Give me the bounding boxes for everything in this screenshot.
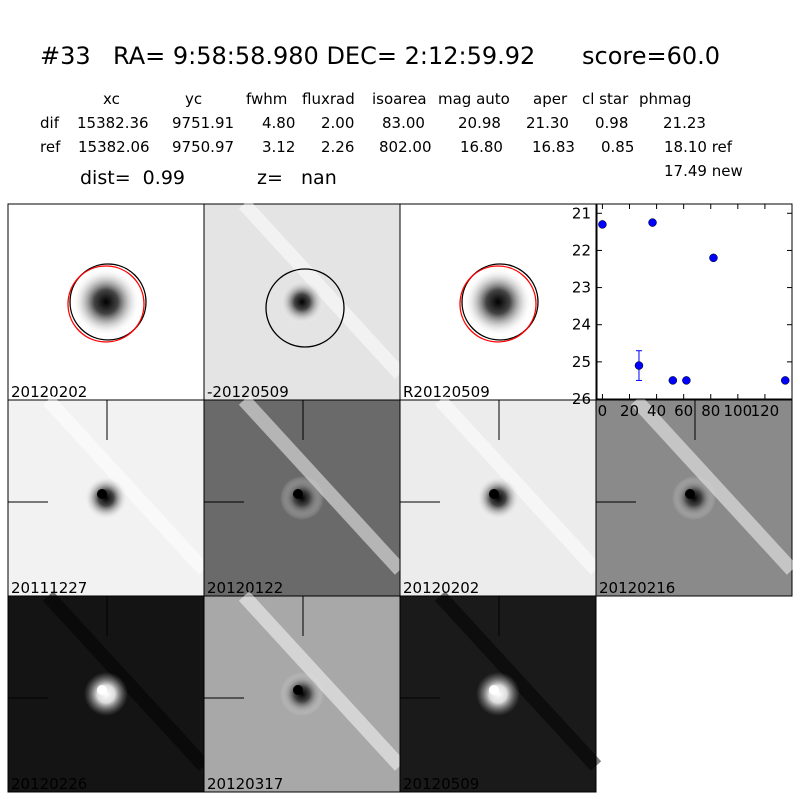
source-core <box>489 489 499 499</box>
table-cell: 2.00 <box>321 114 354 132</box>
diffraction-streak <box>238 395 406 575</box>
point <box>634 361 644 370</box>
column-header: mag auto <box>438 90 510 108</box>
diffraction-streak <box>630 395 798 575</box>
table-cell: 18.10 ref <box>664 138 733 156</box>
source <box>84 672 128 716</box>
source-core <box>489 685 499 695</box>
x-tick-label: 0 <box>598 402 608 420</box>
diffraction-streak <box>238 591 406 771</box>
source-core <box>97 685 107 695</box>
table-cell: 2.26 <box>321 138 354 156</box>
id: #33 <box>40 42 91 70</box>
panel-label: 20120122 <box>207 579 283 597</box>
y-tick-label: 23 <box>572 279 591 297</box>
panel-label: 20120317 <box>207 775 283 793</box>
diffraction-streak <box>434 395 602 575</box>
diffraction-streak <box>434 591 602 771</box>
column-header: fwhm <box>246 90 287 108</box>
table-cell: 16.80 <box>460 138 503 156</box>
panel-label: 20111227 <box>11 579 87 597</box>
table-cell: 15382.06 <box>78 138 150 156</box>
source-core <box>293 489 303 499</box>
table-cell: 9750.97 <box>172 138 234 156</box>
plot-area <box>596 203 793 400</box>
source <box>280 476 324 520</box>
point <box>682 376 691 385</box>
panel-label: R20120509 <box>403 383 490 401</box>
phmag-new: 17.49 new <box>664 162 743 180</box>
aperture <box>69 263 147 341</box>
source <box>280 280 324 324</box>
source-core <box>685 489 695 499</box>
x-tick-label: 20 <box>620 402 639 420</box>
source <box>464 268 532 336</box>
table-cell: 0.98 <box>595 114 628 132</box>
column-header: aper <box>533 90 568 108</box>
table-cell: 15382.36 <box>77 114 149 132</box>
x-tick-label: 80 <box>701 402 720 420</box>
point <box>598 220 607 229</box>
diffraction-streak <box>42 395 210 575</box>
z: z= nan <box>257 167 337 189</box>
y-tick-label: 24 <box>572 316 591 334</box>
panel-label: 20120202 <box>403 579 479 597</box>
column-header: cl star <box>582 90 629 108</box>
y-tick-label: 25 <box>572 353 591 371</box>
column-header: xc <box>103 90 120 108</box>
panel-label: 20120216 <box>599 579 675 597</box>
score: score=60.0 <box>582 42 720 70</box>
x-tick-label: 60 <box>674 402 693 420</box>
x-tick-label: 120 <box>751 402 780 420</box>
source <box>72 268 140 336</box>
x-tick-label: 100 <box>724 402 753 420</box>
table-cell: dif <box>40 114 60 132</box>
y-tick-label: 26 <box>572 390 591 408</box>
y-tick-label: 21 <box>572 204 591 222</box>
column-header: isoarea <box>372 90 427 108</box>
table-cell: 20.98 <box>458 114 501 132</box>
table-cell: ref <box>40 138 61 156</box>
panel-label: 20120226 <box>11 775 87 793</box>
table-cell: 16.83 <box>532 138 575 156</box>
panel-label: 20120509 <box>403 775 479 793</box>
aperture <box>265 268 345 348</box>
table-cell: 21.30 <box>526 114 569 132</box>
point <box>648 218 657 227</box>
coords: RA= 9:58:58.980 DEC= 2:12:59.92 <box>113 42 535 70</box>
point <box>709 253 718 263</box>
point <box>668 376 678 385</box>
source-core <box>97 489 107 499</box>
column-header: yc <box>185 90 202 108</box>
diffraction-streak <box>238 199 406 379</box>
panel-label: 20120202 <box>11 383 87 401</box>
table-cell: 4.80 <box>262 114 295 132</box>
table-cell: 9751.91 <box>172 114 234 132</box>
panel-label: -20120509 <box>207 383 289 401</box>
source-core <box>293 685 303 695</box>
y-tick-label: 22 <box>572 241 591 259</box>
table-cell: 3.12 <box>262 138 295 156</box>
column-header: fluxrad <box>302 90 355 108</box>
table-cell: 802.00 <box>379 138 432 156</box>
source <box>280 672 324 716</box>
aperture-ref <box>67 265 145 343</box>
table-cell: 21.23 <box>663 114 706 132</box>
dist: dist= 0.99 <box>80 167 185 189</box>
source <box>476 672 520 716</box>
source <box>84 476 128 520</box>
table-cell: 0.85 <box>601 138 634 156</box>
aperture <box>461 263 539 341</box>
source <box>672 476 716 520</box>
diffraction-streak <box>42 591 210 771</box>
x-tick-label: 40 <box>647 402 666 420</box>
column-header: phmag <box>639 90 691 108</box>
point <box>780 376 790 385</box>
aperture-ref <box>459 265 537 343</box>
table-cell: 83.00 <box>382 114 425 132</box>
source <box>476 476 520 520</box>
